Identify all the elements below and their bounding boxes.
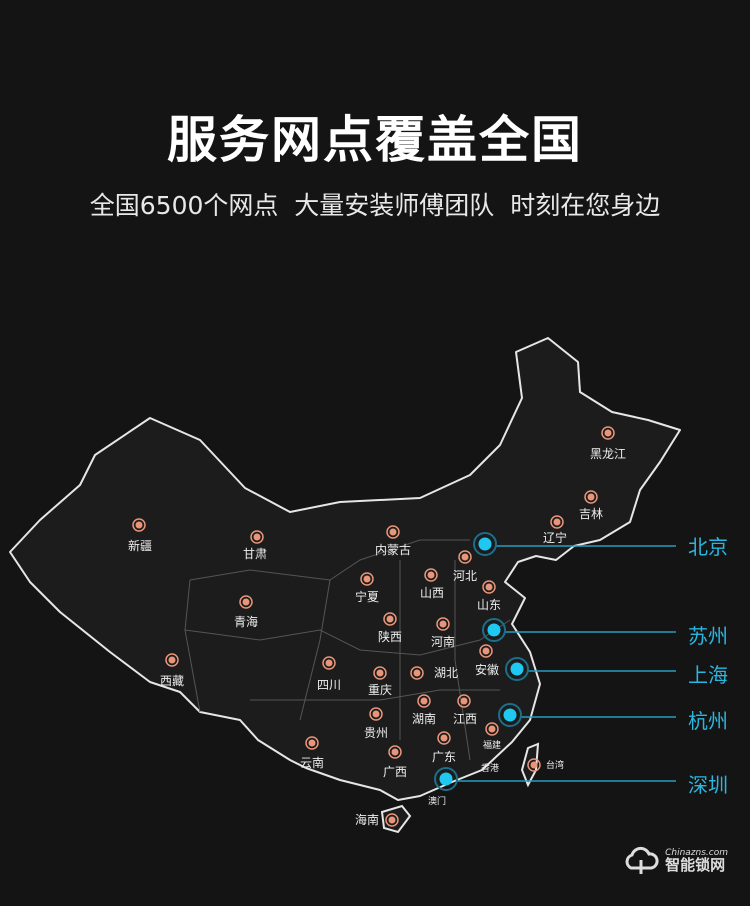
page-title: 服务网点覆盖全国 bbox=[167, 111, 583, 169]
china-outline bbox=[9, 337, 681, 801]
city-label: 深圳 bbox=[688, 773, 728, 797]
province-label: 湖南 bbox=[412, 711, 436, 726]
province-label: 黑龙江 bbox=[590, 447, 626, 461]
city-label: 苏州 bbox=[688, 624, 728, 648]
province-label: 吉林 bbox=[579, 507, 603, 521]
province-label: 青海 bbox=[234, 614, 258, 629]
city-dot bbox=[498, 703, 522, 727]
province-dot bbox=[388, 745, 402, 759]
province-label: 重庆 bbox=[368, 683, 392, 697]
province-label: 云南 bbox=[300, 755, 324, 770]
province-dot bbox=[584, 490, 598, 504]
province-label: 贵州 bbox=[364, 726, 388, 740]
province-label: 澳门 bbox=[428, 795, 446, 807]
province-dot bbox=[369, 707, 383, 721]
province-dot bbox=[322, 656, 336, 670]
logo-cn: 智能锁网 bbox=[665, 856, 726, 874]
city-label: 上海 bbox=[688, 663, 728, 687]
province-label: 广东 bbox=[432, 750, 456, 764]
province-dot bbox=[132, 518, 146, 532]
province-label: 河北 bbox=[453, 569, 477, 583]
province-dot bbox=[386, 525, 400, 539]
province-label: 山西 bbox=[420, 586, 444, 600]
city-connectors bbox=[456, 545, 676, 782]
province-dot bbox=[385, 813, 399, 827]
city-label: 杭州 bbox=[688, 709, 728, 733]
province-label: 西藏 bbox=[160, 674, 184, 688]
province-label: 宁夏 bbox=[355, 589, 379, 604]
province-label: 江西 bbox=[453, 712, 477, 726]
province-label: 河南 bbox=[431, 634, 455, 649]
taiwan-outline bbox=[520, 742, 540, 788]
city-dot bbox=[482, 618, 506, 642]
province-dot bbox=[424, 568, 438, 582]
cloud-lock-icon bbox=[625, 846, 659, 874]
province-dot bbox=[383, 612, 397, 626]
province-dot bbox=[360, 572, 374, 586]
city-dot bbox=[505, 657, 529, 681]
province-dot bbox=[239, 595, 253, 609]
province-dot bbox=[305, 736, 319, 750]
province-dot bbox=[601, 426, 615, 440]
province-label: 陕西 bbox=[378, 629, 402, 644]
logo-en: Chinazns.com bbox=[665, 848, 728, 858]
province-label: 香港 bbox=[481, 762, 499, 774]
province-dot bbox=[165, 653, 179, 667]
province-label: 安徽 bbox=[475, 662, 499, 677]
province-dot bbox=[527, 758, 541, 772]
city-label: 北京 bbox=[688, 535, 728, 559]
province-dot bbox=[373, 666, 387, 680]
site-logo: Chinazns.com 智能锁网 bbox=[623, 846, 728, 876]
province-label: 海南 bbox=[355, 812, 379, 827]
province-label: 山东 bbox=[477, 598, 501, 612]
province-dot bbox=[410, 666, 424, 680]
province-dot bbox=[550, 515, 564, 529]
city-dot bbox=[434, 767, 458, 791]
province-label: 内蒙古 bbox=[375, 542, 411, 557]
province-label: 湖北 bbox=[434, 665, 458, 680]
province-dot bbox=[437, 731, 451, 745]
province-label: 广西 bbox=[383, 765, 407, 779]
page-subtitle: 全国6500个网点 大量安装师傅团队 时刻在您身边 bbox=[89, 191, 661, 220]
province-dot bbox=[479, 644, 493, 658]
province-dot bbox=[485, 722, 499, 736]
province-label: 甘肃 bbox=[243, 547, 267, 561]
province-label: 福建 bbox=[483, 739, 501, 751]
province-label: 新疆 bbox=[128, 538, 152, 553]
province-label: 台湾 bbox=[546, 759, 564, 771]
province-label: 辽宁 bbox=[543, 530, 567, 545]
province-dot bbox=[457, 694, 471, 708]
province-dot bbox=[417, 694, 431, 708]
province-dot bbox=[250, 530, 264, 544]
province-label: 四川 bbox=[317, 678, 341, 692]
province-dot bbox=[482, 580, 496, 594]
province-dot bbox=[436, 617, 450, 631]
city-dot bbox=[473, 532, 497, 556]
province-dot bbox=[458, 550, 472, 564]
province-borders bbox=[184, 539, 511, 761]
